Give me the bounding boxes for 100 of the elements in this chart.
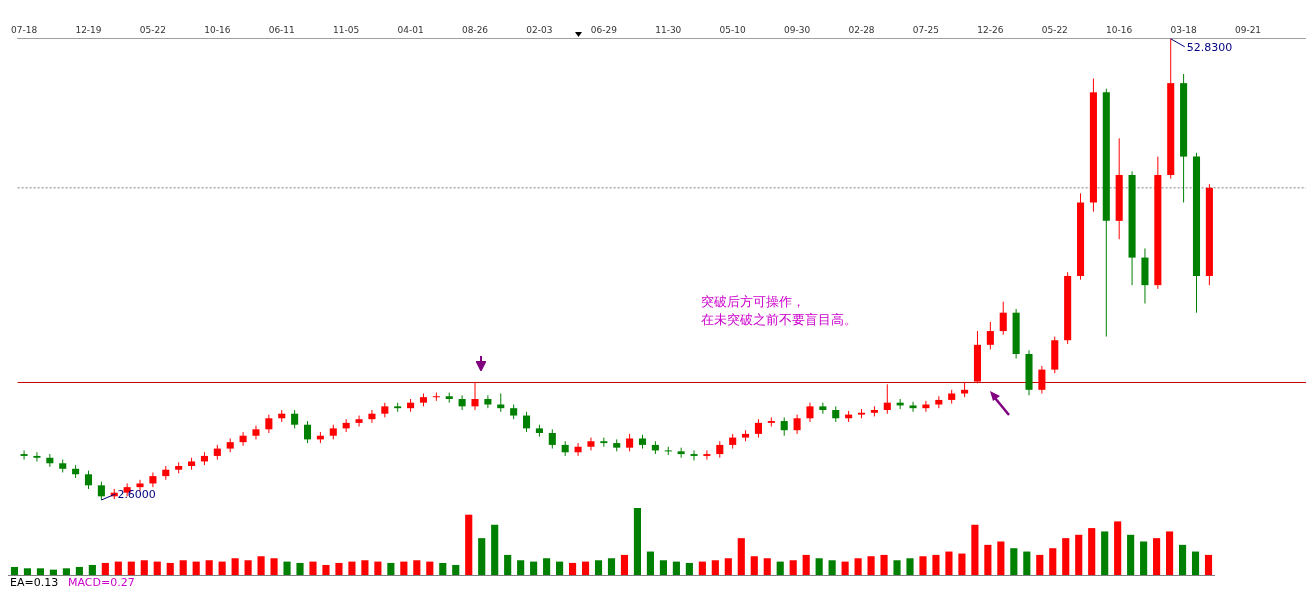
bar: [633, 508, 642, 575]
candlestick: [986, 321, 994, 350]
candlestick: [471, 381, 479, 411]
bar: [426, 561, 434, 575]
bar: [1036, 554, 1044, 575]
candlestick: [97, 481, 105, 501]
bar: [374, 561, 382, 575]
candlestick: [239, 431, 247, 447]
bar: [620, 554, 629, 575]
bar: [166, 562, 174, 575]
x-tick-label: 10-16: [1106, 24, 1133, 35]
candlestick: [806, 402, 814, 423]
x-tick-label: 06-11: [268, 24, 295, 35]
bar: [192, 561, 200, 575]
bar: [556, 561, 564, 575]
bar: [244, 560, 252, 575]
bar: [296, 562, 304, 575]
bar: [231, 558, 239, 575]
candlestick: [484, 394, 492, 409]
bar: [1101, 531, 1109, 575]
bar: [49, 569, 57, 575]
bar: [348, 561, 356, 575]
candlestick: [754, 418, 762, 439]
x-tick-label: 11-30: [655, 24, 682, 35]
bar: [517, 560, 525, 575]
bar: [75, 566, 83, 575]
bar: [802, 554, 810, 575]
bar: [945, 551, 953, 575]
bar: [1088, 528, 1096, 575]
bar: [465, 514, 473, 575]
x-tick-label: 04-01: [397, 24, 424, 35]
bar: [841, 561, 849, 575]
candlestick: [149, 471, 157, 488]
candlestick: [690, 449, 698, 462]
bar: [153, 561, 161, 575]
bar: [1023, 551, 1031, 575]
bar: [1049, 548, 1057, 575]
x-tick-label: 02-03: [526, 24, 553, 35]
bar: [62, 568, 70, 575]
candlestick: [265, 414, 273, 434]
bar: [140, 560, 148, 575]
bar: [10, 566, 19, 575]
candlestick: [793, 414, 801, 435]
bar: [750, 556, 758, 575]
x-tick-label: 10-16: [204, 24, 231, 35]
annotation: 在未突破之前不要盲目高。: [701, 312, 857, 327]
bar: [763, 558, 771, 575]
bar: [88, 564, 96, 575]
x-tick-label: 12-26: [977, 24, 1004, 35]
bar: [478, 538, 486, 575]
candlestick: [303, 420, 312, 444]
x-tick-label: 09-30: [784, 24, 811, 35]
bar: [698, 561, 706, 575]
candlestick: [33, 451, 41, 462]
candlestick: [368, 409, 376, 424]
bar: [361, 560, 369, 575]
candlestick: [291, 409, 299, 429]
candlestick: [677, 447, 685, 459]
bar: [815, 558, 823, 575]
bar: [36, 568, 45, 575]
bar: [776, 561, 784, 575]
bar: [581, 561, 590, 575]
bar: [789, 560, 797, 575]
candlestick: [819, 402, 827, 415]
bar: [101, 562, 109, 575]
bar: [387, 562, 395, 575]
bar: [569, 562, 577, 575]
bar: [283, 561, 291, 575]
x-tick-label: 05-10: [719, 24, 747, 35]
x-tick-label: 12-19: [75, 24, 102, 35]
bar: [114, 561, 122, 575]
bar: [1140, 541, 1148, 575]
bar: [711, 560, 719, 575]
bar: [270, 558, 278, 575]
bar: [1204, 554, 1213, 575]
bar: [958, 553, 966, 575]
bar: [1178, 544, 1187, 575]
bar: [452, 564, 460, 575]
candlestick: [548, 428, 556, 450]
annotation: 2.6000: [117, 488, 156, 501]
bar: [1075, 534, 1083, 575]
bar: [906, 558, 914, 575]
bar: [23, 568, 32, 575]
bar: [594, 560, 603, 575]
bar: [724, 558, 732, 575]
bar: [439, 562, 447, 575]
candlestick: [703, 449, 711, 461]
candlestick: [883, 383, 891, 415]
candlestick: [458, 394, 466, 411]
bar: [737, 538, 745, 575]
x-tick-label: 06-29: [590, 24, 618, 35]
bar: [646, 551, 655, 575]
bar: [322, 564, 330, 575]
bar: [413, 560, 421, 575]
candlestick: [574, 442, 582, 457]
bar: [530, 561, 538, 575]
candlestick: [999, 301, 1007, 336]
bar: [179, 560, 187, 575]
bar: [127, 561, 135, 575]
annotation: 52.8300: [1186, 40, 1233, 54]
